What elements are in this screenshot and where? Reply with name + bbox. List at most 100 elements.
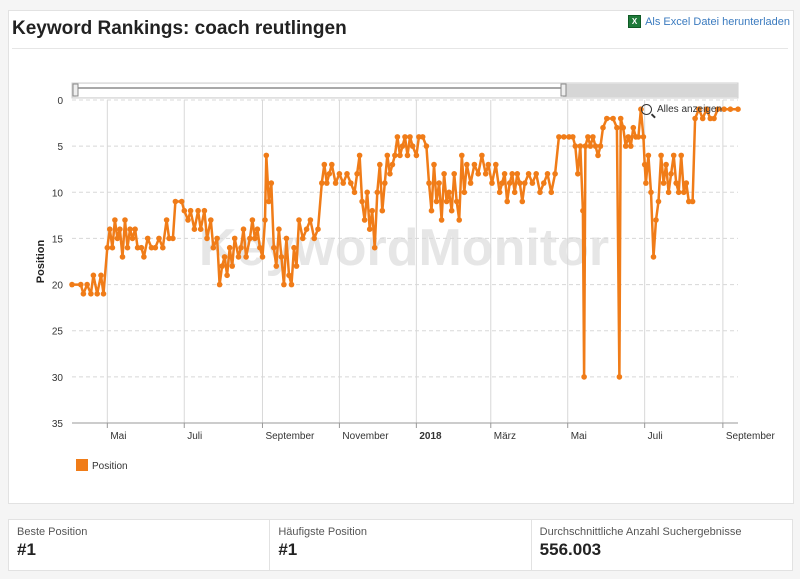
data-point xyxy=(278,254,285,260)
data-point xyxy=(214,235,220,242)
data-point xyxy=(119,254,126,260)
data-point xyxy=(187,207,194,214)
data-point xyxy=(650,254,657,260)
page-title: Keyword Rankings: coach reutlingen xyxy=(12,18,347,39)
data-point xyxy=(208,217,214,223)
data-point xyxy=(170,235,176,242)
data-point xyxy=(485,161,492,168)
navigator-handle-right[interactable] xyxy=(560,83,567,97)
data-point xyxy=(402,134,408,140)
data-point xyxy=(696,106,702,112)
data-point xyxy=(587,143,594,149)
data-point xyxy=(552,171,558,177)
data-point xyxy=(635,134,642,140)
data-point xyxy=(191,226,198,232)
data-point xyxy=(117,226,123,232)
x-tick-label: 2018 xyxy=(419,431,442,442)
data-point xyxy=(471,161,478,168)
data-point xyxy=(364,189,371,196)
data-point xyxy=(653,217,659,223)
navigator-mask xyxy=(563,84,738,97)
data-point xyxy=(519,198,526,205)
data-point xyxy=(311,235,318,242)
data-point xyxy=(359,198,365,205)
data-point xyxy=(185,217,191,223)
data-point xyxy=(387,171,393,177)
data-point xyxy=(570,134,576,140)
data-point xyxy=(286,272,292,279)
data-point xyxy=(431,161,437,168)
data-point xyxy=(235,254,242,260)
data-point xyxy=(90,272,97,279)
data-point xyxy=(641,161,648,168)
data-point xyxy=(727,106,734,112)
data-point xyxy=(379,207,386,214)
data-point xyxy=(522,180,528,186)
data-point xyxy=(257,244,263,251)
data-point xyxy=(453,198,460,205)
data-point xyxy=(692,115,698,122)
data-point xyxy=(580,207,586,214)
x-tick-label: Juli xyxy=(187,431,202,442)
data-point xyxy=(409,143,416,149)
excel-icon: X xyxy=(628,15,642,28)
data-point xyxy=(377,161,383,168)
data-point xyxy=(464,161,470,168)
data-point xyxy=(178,198,185,205)
data-point xyxy=(271,244,277,251)
data-point xyxy=(144,235,151,242)
data-point xyxy=(461,189,468,196)
data-point xyxy=(529,180,536,186)
data-point xyxy=(336,171,343,177)
data-point xyxy=(561,134,567,140)
data-point xyxy=(499,180,505,186)
data-point xyxy=(389,161,396,168)
data-point xyxy=(509,171,515,177)
stats-row: Beste Position #1 Häufigste Position #1 … xyxy=(8,519,793,571)
data-point xyxy=(620,124,626,131)
data-point xyxy=(361,217,368,223)
data-point xyxy=(614,124,620,131)
stat-value: #1 xyxy=(17,540,36,559)
data-point xyxy=(254,226,261,232)
x-tick-label: März xyxy=(494,431,516,442)
data-point xyxy=(107,226,113,232)
data-point xyxy=(541,180,547,186)
reset-zoom-label: Alles anzeigen xyxy=(657,104,723,115)
stat-value: #1 xyxy=(278,540,298,559)
data-point xyxy=(665,189,672,196)
data-point xyxy=(288,281,295,288)
data-point xyxy=(356,152,363,159)
data-point xyxy=(195,207,201,214)
data-point xyxy=(243,254,249,260)
data-point xyxy=(216,281,223,288)
data-point xyxy=(548,189,555,196)
data-point xyxy=(247,235,253,242)
data-point xyxy=(735,106,741,112)
data-point xyxy=(640,134,647,140)
legend[interactable]: Position xyxy=(76,459,128,472)
stat-label: Durchschnittliche Anzahl Suchergebnisse xyxy=(539,526,742,538)
data-point xyxy=(197,226,204,232)
zoom-icon xyxy=(641,104,652,115)
watermark-logo: KeywordMonitor xyxy=(199,219,609,277)
data-point xyxy=(436,180,442,186)
data-point xyxy=(156,235,162,242)
data-point xyxy=(582,143,589,149)
data-point xyxy=(84,281,90,288)
data-point xyxy=(348,180,354,186)
excel-download-link[interactable]: X Als Excel Datei herunterladen xyxy=(628,15,790,28)
data-point xyxy=(266,198,272,205)
y-tick-label: 0 xyxy=(57,96,63,107)
reset-zoom-button[interactable]: Alles anzeigen xyxy=(641,104,722,115)
data-point xyxy=(604,115,610,122)
y-axis-title: Position xyxy=(35,240,47,284)
ranking-chart: KeywordMonitor 0 5 10 15 20 25 30 35 Mai Juli Septe… xyxy=(35,82,775,472)
data-point xyxy=(678,152,684,159)
data-point xyxy=(419,134,426,140)
data-point xyxy=(537,189,543,196)
navigator-handle-left[interactable] xyxy=(72,83,79,97)
data-point xyxy=(595,152,601,159)
data-point xyxy=(597,143,604,149)
data-point xyxy=(163,217,170,223)
